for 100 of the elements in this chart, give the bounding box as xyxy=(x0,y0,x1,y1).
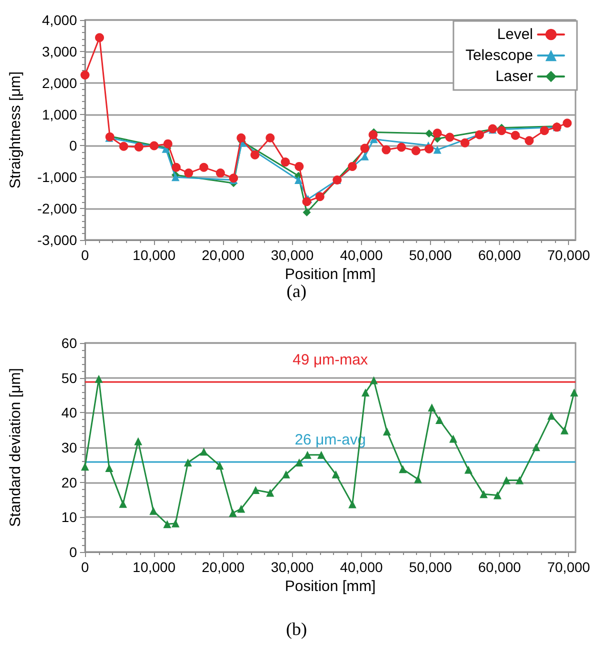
y-tick-label: 40 xyxy=(61,404,78,421)
point xyxy=(163,139,172,148)
point xyxy=(432,128,442,138)
point xyxy=(317,450,326,459)
y-tick-label: 4,000 xyxy=(42,12,78,28)
point xyxy=(433,146,442,154)
point xyxy=(302,197,312,206)
point xyxy=(425,129,434,138)
y-axis-title: Standard deviation [μm] xyxy=(7,368,24,527)
x-tick-label: 30,000 xyxy=(270,559,314,575)
point xyxy=(184,458,192,466)
point xyxy=(411,146,420,156)
point xyxy=(236,133,246,142)
point xyxy=(382,427,391,436)
y-tick-label: 30 xyxy=(61,440,78,456)
x-axis-title: Position [mm] xyxy=(284,266,376,283)
point xyxy=(493,491,502,500)
point xyxy=(560,426,568,434)
point xyxy=(516,476,524,484)
point xyxy=(396,142,406,152)
x-tick-label: 0 xyxy=(81,559,90,575)
point xyxy=(360,152,369,160)
point xyxy=(562,118,572,128)
point xyxy=(532,443,540,452)
point xyxy=(266,488,274,497)
point xyxy=(184,168,194,178)
point xyxy=(134,437,142,446)
x-tick-label: 60,000 xyxy=(478,247,522,263)
point xyxy=(163,520,172,528)
point xyxy=(266,133,275,142)
point xyxy=(294,176,302,184)
point xyxy=(216,462,224,470)
point xyxy=(435,416,444,424)
point xyxy=(294,162,304,171)
x-tick-label: 40,000 xyxy=(340,559,383,575)
point xyxy=(368,130,378,140)
y-tick-label: 10 xyxy=(61,509,78,526)
point xyxy=(172,519,180,528)
text: (b) xyxy=(286,619,308,639)
point xyxy=(105,464,114,472)
point xyxy=(414,475,422,484)
point xyxy=(119,500,127,508)
point xyxy=(237,504,246,513)
x-tick-label: 10,000 xyxy=(132,559,176,575)
x-tick-label: 0 xyxy=(81,247,90,263)
x-tick-label: 20,000 xyxy=(202,559,245,575)
point xyxy=(362,388,370,396)
point xyxy=(172,173,180,182)
point xyxy=(428,403,436,412)
point xyxy=(382,145,391,154)
point xyxy=(449,434,458,443)
x-tick-label: 50,000 xyxy=(409,247,452,263)
point xyxy=(370,376,378,384)
y-tick-label: 0 xyxy=(69,138,78,154)
y-tick-label: 1,000 xyxy=(42,106,78,122)
y-tick-label: 3,000 xyxy=(42,43,78,60)
y-tick-label: 2,000 xyxy=(42,74,78,91)
point xyxy=(524,136,534,146)
point xyxy=(315,192,324,202)
point xyxy=(348,162,357,171)
point xyxy=(134,142,144,152)
point xyxy=(303,450,312,459)
point xyxy=(250,150,260,160)
y-tick-label: -1,000 xyxy=(37,169,78,186)
point xyxy=(150,141,159,150)
point xyxy=(95,33,104,42)
point xyxy=(497,126,506,136)
point xyxy=(81,462,89,471)
legend-label: Laser xyxy=(495,68,533,85)
point xyxy=(510,130,520,140)
y-axis-title: Straightness [μm] xyxy=(7,71,24,189)
point xyxy=(570,388,578,396)
y-tick-label: -2,000 xyxy=(37,200,78,217)
point xyxy=(228,508,237,517)
x-tick-label: 70,000 xyxy=(547,559,590,575)
point xyxy=(199,162,208,172)
point xyxy=(149,506,158,515)
point xyxy=(464,466,472,474)
x-tick-label: 30,000 xyxy=(270,247,314,263)
point xyxy=(280,158,290,167)
legend-label: Telescope xyxy=(465,47,533,64)
point xyxy=(302,208,311,216)
point xyxy=(94,374,103,383)
point xyxy=(540,126,549,136)
x-tick-label: 10,000 xyxy=(132,247,176,263)
point xyxy=(424,144,434,154)
legend-label: Level xyxy=(497,26,533,43)
point xyxy=(200,448,208,456)
point xyxy=(398,465,407,474)
x-axis-title: Position [mm] xyxy=(284,578,376,595)
y-tick-label: -3,000 xyxy=(37,232,78,248)
y-tick-label: 60 xyxy=(61,335,78,351)
point xyxy=(119,142,128,151)
y-tick-label: 50 xyxy=(61,370,78,386)
x-tick-label: 70,000 xyxy=(547,247,590,263)
point xyxy=(295,458,304,466)
point xyxy=(80,70,90,80)
x-tick-label: 40,000 xyxy=(340,247,383,263)
point xyxy=(332,470,340,478)
point xyxy=(445,132,454,142)
